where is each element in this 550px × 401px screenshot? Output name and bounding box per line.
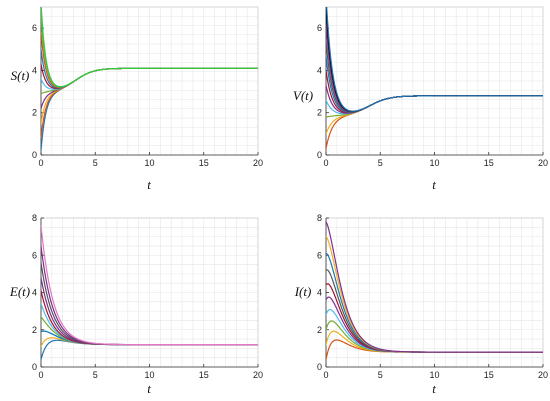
series-group-V	[326, 7, 543, 150]
x-tick-label: 15	[484, 370, 494, 380]
x-tick-label: 20	[253, 158, 263, 168]
y-tick-label: 0	[317, 362, 322, 372]
panel-S: S(t) t 0 5 10 15 20 0 2 4 6	[11, 6, 263, 192]
x-tick-label: 20	[538, 158, 548, 168]
ylabel-I: I(t)	[294, 284, 312, 299]
x-tick-label: 15	[199, 158, 209, 168]
ylabel-E: E(t)	[9, 284, 30, 299]
xlabel-I: t	[432, 381, 436, 396]
series-group-S	[41, 7, 258, 152]
x-tick-label: 5	[93, 370, 98, 380]
y-tick-label: 0	[32, 362, 37, 372]
ylabel-S: S(t)	[11, 68, 30, 83]
y-tick-label: 4	[32, 288, 37, 298]
panel-V: V(t) t 0 5 10 15 20 0 2 4 6	[293, 6, 548, 192]
y-tick-label: 2	[32, 325, 37, 335]
xlabel-S: t	[147, 177, 151, 192]
grid-V	[325, 6, 544, 156]
x-tick-label: 5	[93, 158, 98, 168]
y-tick-label: 4	[317, 65, 322, 75]
y-tick-label: 6	[32, 250, 37, 260]
y-tick-label: 4	[317, 288, 322, 298]
y-tick-label: 6	[317, 23, 322, 33]
series-group-E	[41, 224, 258, 361]
x-tick-label: 5	[378, 370, 383, 380]
y-tick-label: 0	[317, 150, 322, 160]
y-tick-label: 8	[32, 213, 37, 223]
x-tick-label: 10	[144, 370, 154, 380]
series-line-S-10	[41, 7, 258, 88]
series-line-E-9	[41, 224, 258, 346]
x-tick-label: 10	[144, 158, 154, 168]
x-tick-label: 0	[38, 370, 43, 380]
x-tick-label: 0	[323, 158, 328, 168]
series-group-I	[326, 221, 543, 361]
grid-I	[325, 217, 544, 368]
panel-I: I(t) t 0 5 10 15 20 0 2 4 6 8	[294, 213, 548, 396]
x-tick-label: 10	[429, 158, 439, 168]
x-tick-label: 15	[199, 370, 209, 380]
x-tick-label: 20	[538, 370, 548, 380]
x-tick-label: 0	[38, 158, 43, 168]
series-line-I-9	[326, 221, 543, 353]
ylabel-V: V(t)	[293, 88, 313, 103]
series-line-V-10	[326, 7, 543, 112]
y-tick-label: 4	[32, 65, 37, 75]
x-tick-label: 15	[484, 158, 494, 168]
x-tick-label: 10	[429, 370, 439, 380]
x-tick-label: 5	[378, 158, 383, 168]
y-tick-label: 0	[32, 150, 37, 160]
xlabel-E: t	[147, 381, 151, 396]
y-tick-label: 8	[317, 213, 322, 223]
xlabel-V: t	[432, 177, 436, 192]
y-tick-label: 2	[317, 108, 322, 118]
x-tick-label: 20	[253, 370, 263, 380]
y-tick-label: 2	[32, 108, 37, 118]
y-tick-label: 6	[32, 23, 37, 33]
panel-E: E(t) t 0 5 10 15 20 0 2 4 6 8	[9, 213, 263, 396]
y-tick-label: 6	[317, 250, 322, 260]
y-tick-label: 2	[317, 325, 322, 335]
x-tick-label: 0	[323, 370, 328, 380]
